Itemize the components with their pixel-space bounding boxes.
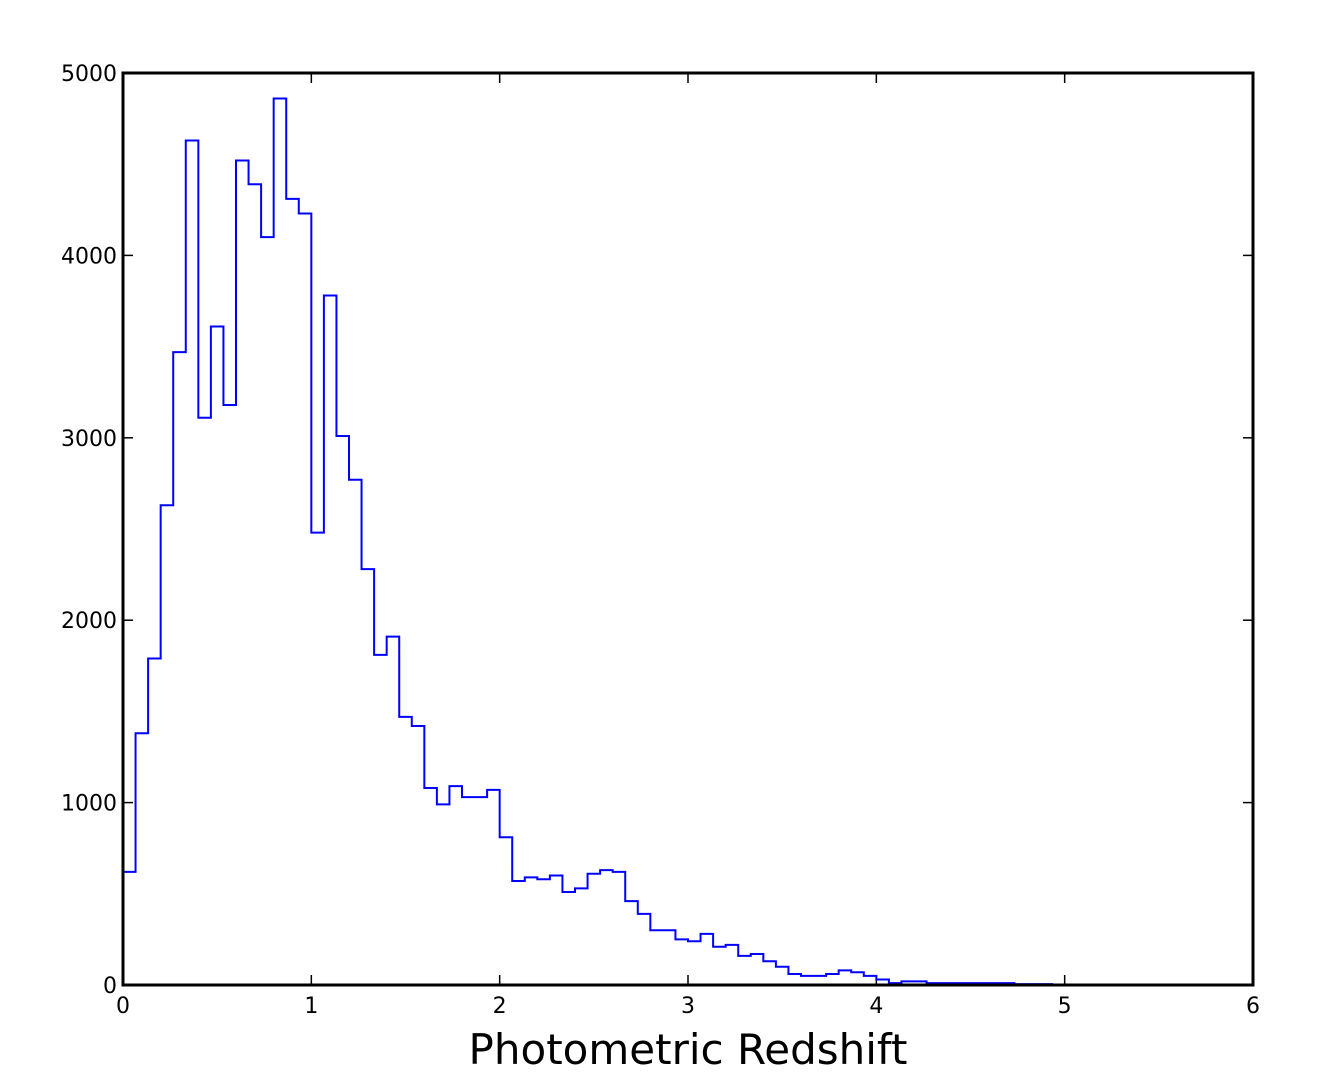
- x-tick-label: 4: [869, 994, 883, 1019]
- y-tick-label: 2000: [61, 609, 117, 634]
- plot-frame: [121, 71, 1255, 987]
- y-tick-label: 3000: [61, 427, 117, 452]
- x-axis-label: Photometric Redshift: [469, 1025, 908, 1074]
- y-tick-label: 0: [103, 974, 117, 999]
- x-tick-label: 2: [493, 994, 507, 1019]
- x-tick-label: 0: [116, 994, 130, 1019]
- histogram-series-line: [122, 97, 1253, 986]
- x-tick-label: 6: [1246, 994, 1260, 1019]
- x-tick-label: 1: [304, 994, 318, 1019]
- x-tick-label: 3: [681, 994, 695, 1019]
- y-tick-label: 5000: [61, 62, 117, 87]
- x-tick-label: 5: [1058, 994, 1072, 1019]
- y-tick-label: 1000: [61, 792, 117, 817]
- y-tick-label: 4000: [61, 244, 117, 269]
- tick-labels-group: 0 1 2 3 4 5 6 0 1000 2000 3000 4000 5000: [61, 62, 1260, 1019]
